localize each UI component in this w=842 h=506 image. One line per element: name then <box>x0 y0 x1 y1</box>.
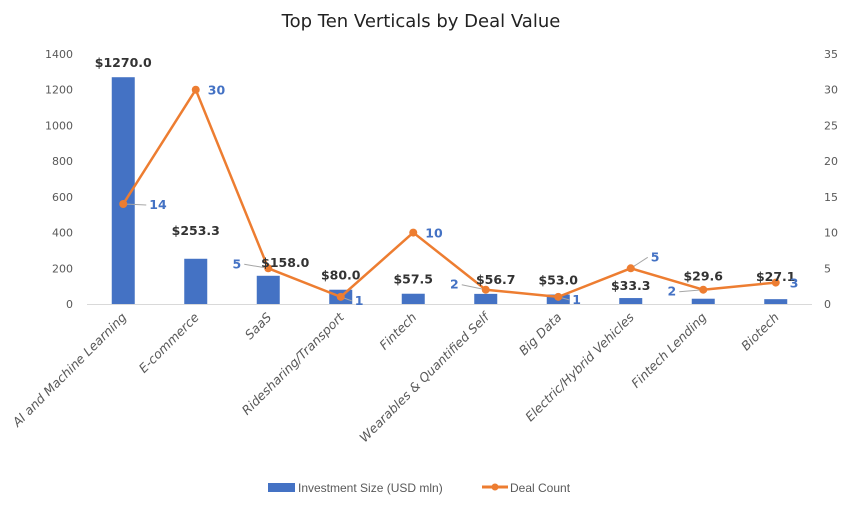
bar <box>764 299 788 304</box>
bar <box>474 293 498 304</box>
bar <box>619 298 643 304</box>
line-data-label: 1 <box>572 292 581 307</box>
line-data-label: 2 <box>668 284 677 299</box>
bar-data-label: $158.0 <box>261 255 310 270</box>
bar-data-label: $253.3 <box>172 223 220 238</box>
right-axis-tick: 30 <box>824 84 838 97</box>
left-axis-tick: 800 <box>52 155 73 168</box>
category-label: Fintech <box>376 309 419 352</box>
deal-count-line <box>122 88 776 299</box>
category-label: Big Data <box>516 310 565 359</box>
left-axis-tick: 200 <box>52 262 73 275</box>
leader-line <box>461 284 486 291</box>
left-axis-tick: 1000 <box>45 119 73 132</box>
bar-data-label: $33.3 <box>611 278 651 293</box>
category-label: Biotech <box>738 309 782 353</box>
line-data-label: 2 <box>450 277 459 292</box>
left-axis-tick: 400 <box>52 227 73 240</box>
deal-count-point <box>481 285 490 294</box>
left-axis-tick: 1200 <box>45 84 73 97</box>
deal-count-point <box>409 228 418 237</box>
bar <box>184 258 208 304</box>
deal-count-point <box>699 285 708 294</box>
right-axis-tick: 25 <box>824 119 838 132</box>
bar-data-label: $80.0 <box>321 268 361 283</box>
bar-data-labels: $1270.0 $253.3 $158.0 $80.0 $57.5 $56.7 $53.0 $… <box>95 55 796 293</box>
deal-count-point <box>771 278 780 287</box>
right-axis-tick: 5 <box>824 262 831 275</box>
line-data-label: 10 <box>425 226 443 241</box>
left-axis-tick: 1400 <box>45 48 73 61</box>
line-data-label: 5 <box>233 256 242 271</box>
right-axis-tick: 20 <box>824 155 838 168</box>
legend-swatch-investment <box>268 483 295 492</box>
deal-count-point <box>626 264 635 273</box>
right-axis-tick: 35 <box>824 48 838 61</box>
category-label: SaaS <box>242 309 275 342</box>
right-axis-tick: 10 <box>824 227 838 240</box>
leader-line <box>244 263 269 269</box>
left-axis: 0 200 400 600 800 1000 1200 1400 <box>45 48 73 311</box>
line-data-label: 3 <box>790 276 799 291</box>
category-label: AI and Machine Learning <box>9 309 130 430</box>
bar <box>256 275 280 304</box>
line-data-label: 14 <box>149 197 167 212</box>
bar-data-label: $57.5 <box>393 272 433 287</box>
line-data-label: 1 <box>355 293 364 308</box>
chart-title: Top Ten Verticals by Deal Value <box>281 11 561 32</box>
left-axis-tick: 600 <box>52 191 73 204</box>
line-series <box>119 85 780 301</box>
bar <box>401 293 425 304</box>
category-labels: AI and Machine Learning E-commerce SaaSRid… <box>9 308 782 445</box>
line-data-label: 30 <box>208 83 226 98</box>
category-label: Wearables & Quantified Self <box>356 308 493 445</box>
legend-label-deal-count: Deal Count <box>510 481 571 495</box>
right-axis-tick: 15 <box>824 191 838 204</box>
deal-count-point <box>119 200 128 208</box>
bar <box>111 77 135 304</box>
leader-line <box>679 289 704 293</box>
bar-data-label: $53.0 <box>538 273 578 288</box>
bar-data-label: $29.6 <box>683 269 723 284</box>
legend: Investment Size (USD mln) Deal Count <box>268 481 571 495</box>
line-data-label: 5 <box>651 249 660 264</box>
right-axis-tick: 0 <box>824 298 831 311</box>
legend-label-investment: Investment Size (USD mln) <box>298 481 443 495</box>
deal-count-point <box>264 264 273 273</box>
bar-data-label: $1270.0 <box>95 55 152 70</box>
deal-count-point <box>554 292 563 301</box>
line-data-labels: 14 30 5 1 10 2 1 5 2 3 <box>149 83 798 308</box>
right-axis: 0 5 10 15 20 25 30 35 <box>824 48 838 311</box>
legend-marker-deal-count <box>491 483 499 491</box>
bar-data-label: $27.1 <box>756 269 796 284</box>
category-label: Fintech Lending <box>628 309 709 390</box>
deal-count-point <box>336 292 345 301</box>
left-axis-tick: 0 <box>66 298 73 311</box>
category-label: E-commerce <box>136 309 202 375</box>
bar-data-label: $56.7 <box>476 272 516 287</box>
deal-count-point <box>191 85 200 94</box>
bar <box>691 298 715 304</box>
